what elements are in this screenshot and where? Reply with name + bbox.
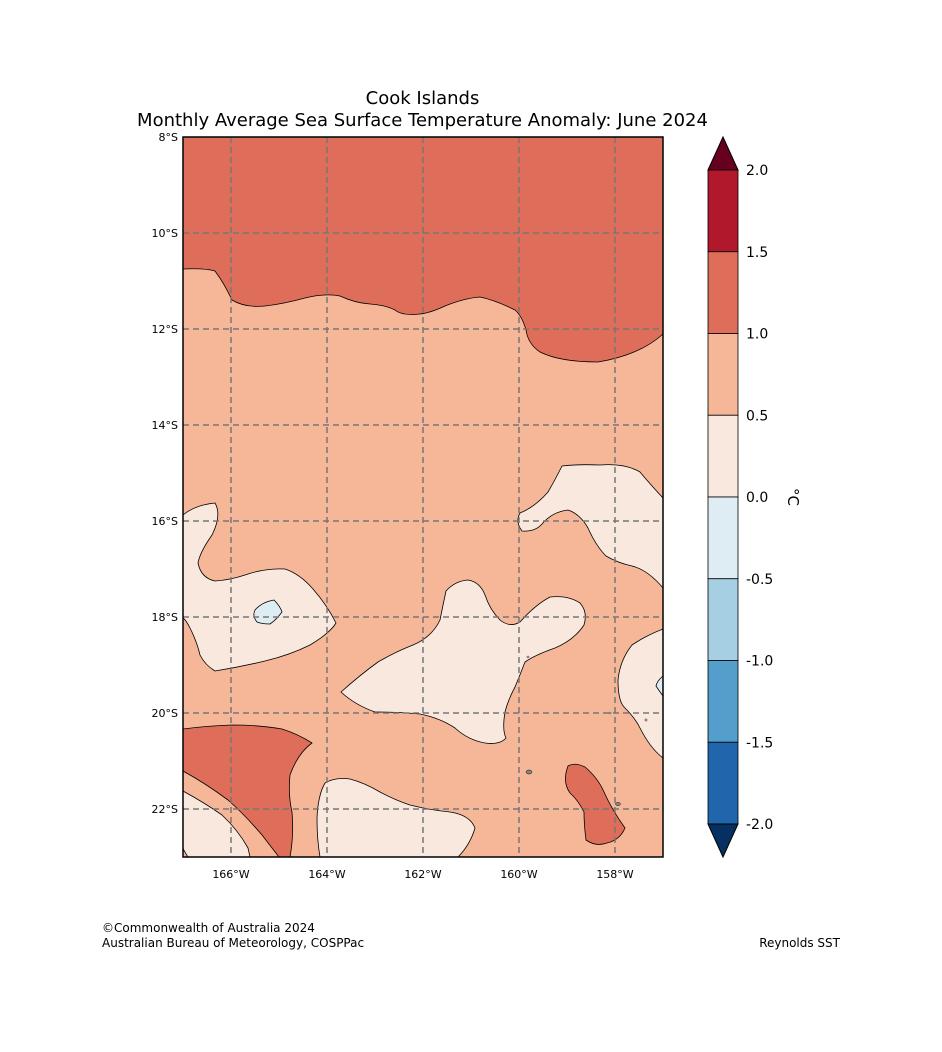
colorbar-segment xyxy=(707,333,739,416)
colorbar: 2.0 1.5 1.0 0.5 0.0 -0.5 -1.0 -1.5 -2.0 °C xyxy=(707,135,802,859)
colorbar-tick-label: -0.5 xyxy=(746,572,773,588)
colorbar-tick-label: -2.0 xyxy=(746,817,773,833)
agency-text: Australian Bureau of Meteorology, COSPPa… xyxy=(102,936,365,950)
island-marker xyxy=(608,711,612,715)
map-title: Cook Islands xyxy=(365,88,480,109)
axis-labels: 8°S 10°S 12°S 14°S 16°S 18°S 20°S 22°S 166°W 164°… xyxy=(152,131,634,881)
anomaly-region-1.0-1.5-southeast xyxy=(565,763,626,845)
island-marker xyxy=(525,769,533,775)
latitude-label: 14°S xyxy=(152,419,178,432)
latitude-label: 22°S xyxy=(152,803,178,816)
colorbar-tick-label: -1.5 xyxy=(746,735,773,751)
colorbar-extend-high xyxy=(707,135,739,171)
anomaly-region-neg0.5-0.0 xyxy=(253,599,283,625)
map-subtitle: Monthly Average Sea Surface Temperature … xyxy=(137,110,708,131)
latitude-label: 20°S xyxy=(152,707,178,720)
map-frame xyxy=(182,136,664,858)
latitude-label: 10°S xyxy=(152,227,178,240)
island-marker xyxy=(644,718,648,722)
longitude-label: 164°W xyxy=(308,868,345,881)
anomaly-region-0.0-0.5-south xyxy=(316,778,476,857)
colorbar-segment xyxy=(707,251,739,334)
latitude-label: 12°S xyxy=(152,323,178,336)
island-marker xyxy=(615,802,621,806)
longitude-label: 162°W xyxy=(404,868,441,881)
colorbar-segment xyxy=(707,741,739,825)
colorbar-segment xyxy=(707,169,739,253)
colorbar-segment xyxy=(707,414,739,498)
colorbar-unit-label: °C xyxy=(784,488,802,506)
colorbar-segment xyxy=(707,660,739,743)
anomaly-region-0.0-0.5-fareast xyxy=(617,628,663,759)
colorbar-segment xyxy=(707,578,739,661)
map-area xyxy=(183,137,663,857)
anomaly-region-0.0-0.5-west xyxy=(183,502,337,672)
colorbar-tick-label: 0.0 xyxy=(746,490,768,506)
anomaly-region-neg-fareast xyxy=(655,675,663,697)
colorbar-tick-label: -1.0 xyxy=(746,654,773,670)
latitude-label: 16°S xyxy=(152,515,178,528)
longitude-label: 160°W xyxy=(500,868,537,881)
latitude-label: 8°S xyxy=(159,131,178,144)
latitude-label: 18°S xyxy=(152,611,178,624)
colorbar-tick-label: 0.5 xyxy=(746,408,768,424)
colorbar-segment xyxy=(707,496,739,580)
longitude-label: 158°W xyxy=(596,868,633,881)
graticule xyxy=(183,137,663,857)
anomaly-region-0.0-0.5-sw-core xyxy=(183,790,251,857)
data-source-text: Reynolds SST xyxy=(759,936,840,950)
island-marker xyxy=(526,655,530,659)
anomaly-region-0.0-0.5-central xyxy=(340,579,586,744)
anomaly-region-0.0-0.5-east xyxy=(517,464,663,589)
colorbar-tick-label: 1.0 xyxy=(746,327,768,343)
colorbar-tick-label: 2.0 xyxy=(746,163,768,179)
copyright-text: ©Commonwealth of Australia 2024 xyxy=(102,921,315,935)
longitude-label: 166°W xyxy=(212,868,249,881)
colorbar-tick-label: 1.5 xyxy=(746,245,768,261)
colorbar-extend-low xyxy=(707,823,739,859)
